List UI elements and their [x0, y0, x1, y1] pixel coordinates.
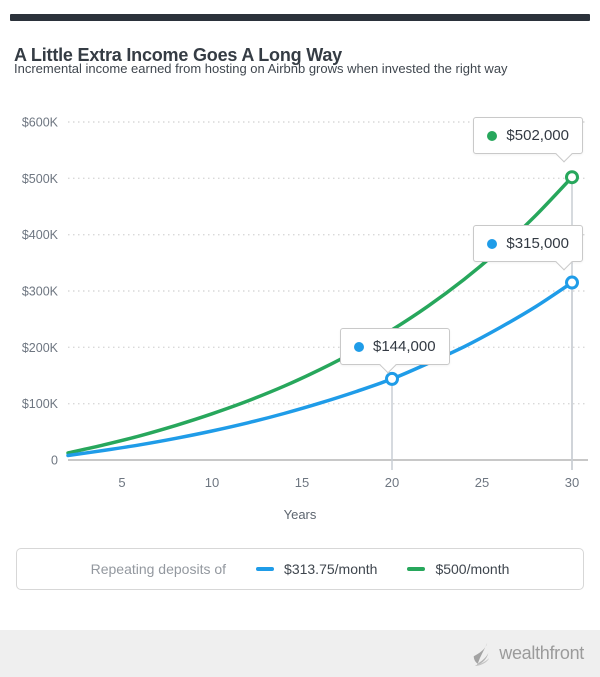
legend-swatch-green [407, 567, 426, 571]
top-accent-bar [10, 14, 590, 21]
series-line-green [66, 175, 574, 455]
y-tick-label: $300K [22, 285, 59, 299]
x-tick-label: 15 [295, 475, 309, 490]
page-title: A Little Extra Income Goes A Long Way [14, 45, 342, 66]
callout-value: $502,000 [506, 127, 569, 144]
legend-item-green: $500/month [407, 561, 509, 577]
y-tick-label: $100K [22, 397, 59, 411]
callout-green-year30: $502,000 [473, 117, 583, 162]
data-point-marker [565, 170, 579, 185]
wealthfront-logo-icon [474, 642, 490, 666]
legend-label: $313.75/month [284, 561, 378, 577]
callout-value: $315,000 [506, 235, 569, 252]
series-dot-green [487, 130, 498, 141]
page-subtitle: Incremental income earned from hosting o… [14, 61, 508, 76]
callout-blue-year30: $315,000 [473, 225, 583, 270]
growth-line-chart: $600K $500K $400K $300K $200K $100K 0 5 10 15 20 25… [22, 116, 588, 490]
y-tick-label: $200K [22, 341, 59, 355]
x-tick-label: 25 [475, 475, 489, 490]
legend-swatch-blue [256, 567, 275, 571]
x-tick-label: 5 [118, 475, 125, 490]
x-axis-title: Years [283, 507, 317, 522]
series-dot-blue [354, 341, 364, 352]
x-tick-label: 10 [205, 475, 219, 490]
footer: wealthfront [0, 630, 600, 677]
series-line-blue [66, 280, 574, 458]
legend-prefix: Repeating deposits of [90, 561, 227, 577]
data-point-marker [565, 275, 579, 290]
callout-value: $144,000 [373, 338, 436, 355]
legend-label: $500/month [435, 561, 510, 577]
x-tick-label: 20 [385, 475, 399, 490]
legend-item-blue: $313.75/month [256, 561, 377, 577]
y-tick-label: $400K [22, 228, 59, 242]
data-point-marker [385, 371, 399, 386]
chart-area: $600K $500K $400K $300K $200K $100K 0 5 10 15 20 25… [0, 90, 600, 535]
y-tick-label: $600K [22, 116, 59, 130]
series-dot-blue [487, 238, 498, 249]
y-tick-label: $500K [22, 172, 59, 186]
chart-legend: Repeating deposits of $313.75/month $500… [16, 548, 584, 590]
x-tick-label: 30 [565, 475, 579, 490]
callout-blue-year20: $144,000 [340, 328, 450, 373]
wealthfront-logo-text: wealthfront [499, 643, 584, 663]
y-tick-label: 0 [51, 454, 58, 468]
